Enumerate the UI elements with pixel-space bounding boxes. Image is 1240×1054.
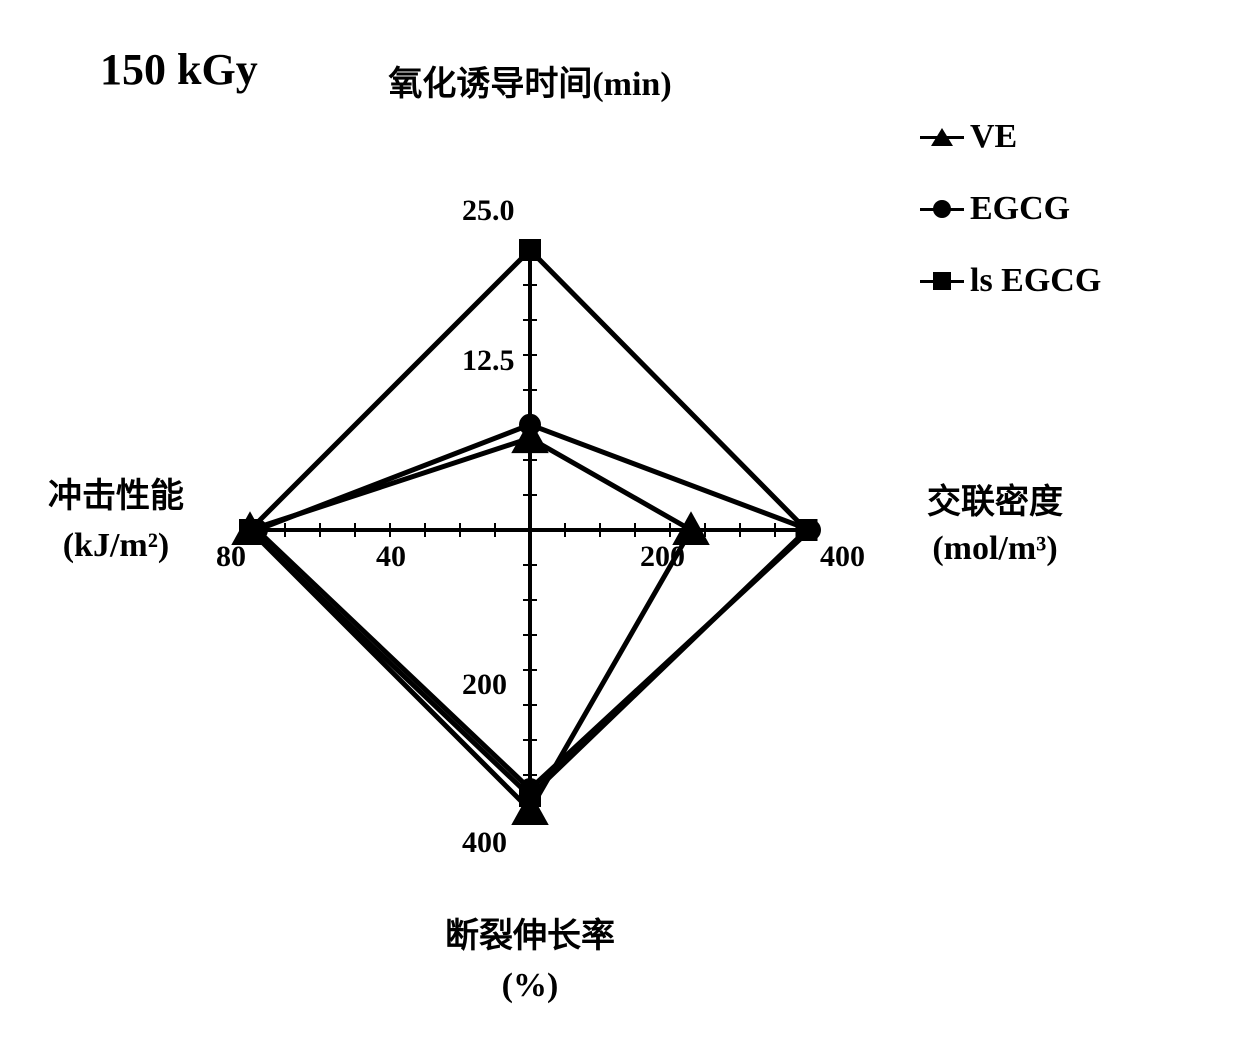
tick-oit-25: 25.0 (462, 194, 515, 228)
tick-cross-400: 400 (820, 540, 865, 574)
tick-oit-12p5: 12.5 (462, 344, 515, 378)
axis-title-crosslink-line2: (mol/m³) (932, 530, 1057, 567)
axis-title-elong-line1: 断裂伸长率 (445, 918, 615, 955)
tick-impact-80: 80 (216, 540, 246, 574)
axis-title-crosslink-line1: 交联密度 (927, 484, 1063, 521)
legend-label-egcg: EGCG (970, 190, 1070, 228)
legend-row-egcg: EGCG (920, 190, 1101, 228)
legend: VE EGCG ls EGCG (920, 118, 1101, 330)
legend-label-ve: VE (970, 118, 1017, 156)
legend-row-ve: VE (920, 118, 1101, 156)
axis-title-elong-line2: (%) (502, 967, 559, 1004)
radar-chart: 150 kGy 氧化诱导时间(min) 交联密度 (mol/m³) 断裂伸长率 … (0, 0, 1240, 1054)
axis-title-crosslink: 交联密度 (mol/m³) (895, 480, 1095, 572)
axis-title-elong: 断裂伸长率 (%) (420, 912, 640, 1011)
axis-title-oit-line1: 氧化诱导时间(min) (388, 66, 671, 103)
axis-title-impact-line2: (kJ/m²) (63, 527, 170, 564)
axis-title-oit: 氧化诱导时间(min) (360, 56, 700, 105)
tick-elong-400: 400 (462, 826, 507, 860)
axis-title-impact: 冲击性能 (kJ/m²) (26, 472, 206, 571)
tick-elong-200: 200 (462, 668, 507, 702)
legend-marker-egcg (920, 199, 964, 219)
axis-title-impact-line1: 冲击性能 (48, 478, 184, 515)
legend-marker-ve (920, 127, 964, 147)
legend-row-lsegcg: ls EGCG (920, 262, 1101, 300)
tick-cross-200: 200 (640, 540, 685, 574)
legend-marker-lsegcg (920, 271, 964, 291)
legend-label-lsegcg: ls EGCG (970, 262, 1101, 300)
tick-impact-40: 40 (376, 540, 406, 574)
